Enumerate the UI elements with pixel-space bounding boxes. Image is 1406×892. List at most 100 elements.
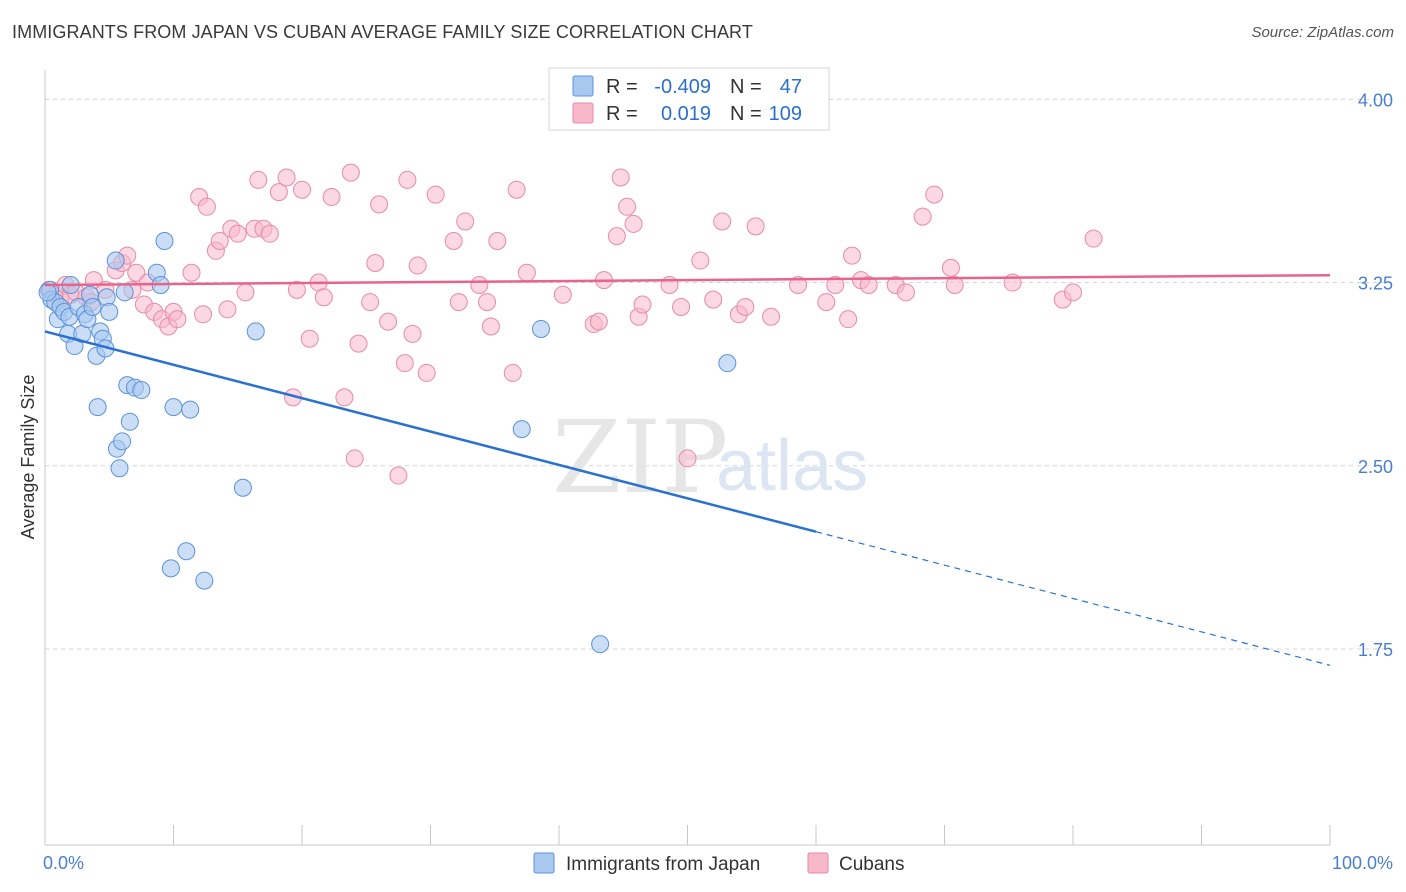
cuban-point xyxy=(945,275,964,294)
cuban-point xyxy=(678,449,697,468)
japan-point xyxy=(132,381,151,400)
cuban-point xyxy=(314,288,333,307)
cuban-point xyxy=(449,293,468,312)
y-tick-label: 1.75 xyxy=(1358,640,1393,660)
cuban-point xyxy=(444,232,463,251)
cuban-point xyxy=(704,290,723,309)
cuban-point xyxy=(408,256,427,275)
x-tick-label: 0.0% xyxy=(43,853,84,873)
cuban-point xyxy=(300,329,319,348)
cuban-point xyxy=(260,224,279,243)
cuban-point xyxy=(395,354,414,373)
japan-point xyxy=(246,322,265,341)
cuban-point xyxy=(839,310,858,329)
cuban-point xyxy=(618,197,637,216)
cuban-point xyxy=(481,317,500,336)
cuban-point xyxy=(182,263,201,282)
cuban-point xyxy=(349,334,368,353)
cuban-point xyxy=(736,297,755,316)
cuban-point xyxy=(426,185,445,204)
cuban-point xyxy=(896,283,915,302)
cuban-point xyxy=(293,180,311,199)
cuban-point xyxy=(361,293,380,312)
japan-trend-line xyxy=(44,330,817,533)
cuban-point xyxy=(277,168,296,187)
japan-series xyxy=(38,232,737,654)
cuban-point xyxy=(589,312,608,331)
legend-r-value-cuban: 0.019 xyxy=(661,103,711,125)
cuban-point xyxy=(228,224,247,243)
cuban-point xyxy=(322,188,341,207)
cuban-point xyxy=(817,293,836,312)
cuban-point xyxy=(624,214,643,233)
bottom-legend-label-japan: Immigrants from Japan xyxy=(566,854,760,875)
legend-n-value-japan: 47 xyxy=(780,76,802,98)
cuban-point xyxy=(488,232,507,251)
cuban-point xyxy=(236,283,255,302)
legend-r-label-cuban: R = xyxy=(606,103,638,125)
cuban-point xyxy=(633,295,652,314)
cuban-point xyxy=(913,207,932,226)
axes xyxy=(44,70,1331,846)
cuban-point xyxy=(127,263,146,282)
y-axis-label: Average Family Size xyxy=(18,375,38,540)
y-tick-label: 3.25 xyxy=(1358,274,1393,294)
cuban-point xyxy=(366,253,385,272)
cuban-point xyxy=(713,212,732,231)
cuban-point xyxy=(746,217,765,236)
legend-r-value-japan: -0.409 xyxy=(654,76,711,98)
cuban-point xyxy=(168,310,187,329)
japan-point xyxy=(512,420,531,439)
japan-point xyxy=(115,283,134,302)
cuban-point xyxy=(456,212,475,231)
cuban-point xyxy=(218,300,237,319)
legend-box: R = -0.409 N = 47 R = 0.019 N = 109 xyxy=(548,67,830,131)
legend-n-label-japan: N = xyxy=(730,76,762,98)
cuban-point xyxy=(1064,283,1082,302)
cuban-point xyxy=(341,163,360,182)
cuban-point xyxy=(925,185,944,204)
japan-point xyxy=(233,478,252,497)
japan-point xyxy=(38,283,57,302)
cuban-point xyxy=(417,363,436,382)
cuban-point xyxy=(379,312,398,331)
cuban-point xyxy=(335,388,354,407)
japan-point xyxy=(88,398,107,417)
source-credit: Source: ZipAtlas.com xyxy=(1251,24,1394,41)
x-tick-label: 100.0% xyxy=(1332,853,1393,873)
cuban-point xyxy=(842,246,861,265)
cuban-point xyxy=(403,324,422,343)
bottom-legend-swatch-cuban xyxy=(807,852,829,874)
cuban-point xyxy=(611,168,630,187)
cuban-point xyxy=(507,180,526,199)
cuban-point xyxy=(398,170,417,189)
japan-point xyxy=(161,559,180,578)
japan-trend-extension xyxy=(815,531,1331,666)
legend-swatch-japan xyxy=(572,75,594,97)
cuban-point xyxy=(1084,229,1103,248)
legend-n-value-cuban: 109 xyxy=(769,103,802,125)
cuban-point xyxy=(287,280,306,299)
y-tick-labels: 4.00 3.25 2.50 1.75 xyxy=(1358,90,1393,660)
legend-r-label-japan: R = xyxy=(606,76,638,98)
japan-point xyxy=(113,432,132,451)
japan-point xyxy=(110,459,129,478)
y-tick-label: 4.00 xyxy=(1358,90,1393,110)
cuban-point xyxy=(553,285,572,304)
japan-point xyxy=(97,288,116,307)
cuban-trend-line xyxy=(44,273,1331,287)
x-tick-labels: 0.0% 100.0% xyxy=(43,853,1393,873)
japan-point xyxy=(591,635,610,654)
legend-swatch-cuban xyxy=(572,102,594,124)
bottom-legend: Immigrants from Japan Cubans xyxy=(533,852,905,875)
trend-lines xyxy=(44,273,1331,666)
cuban-point xyxy=(672,297,691,316)
cuban-point xyxy=(370,195,389,214)
cuban-point xyxy=(826,275,845,294)
japan-point xyxy=(177,542,196,561)
japan-point xyxy=(532,319,551,338)
cuban-point xyxy=(478,293,497,312)
japan-point xyxy=(181,400,200,419)
japan-point xyxy=(83,297,102,316)
